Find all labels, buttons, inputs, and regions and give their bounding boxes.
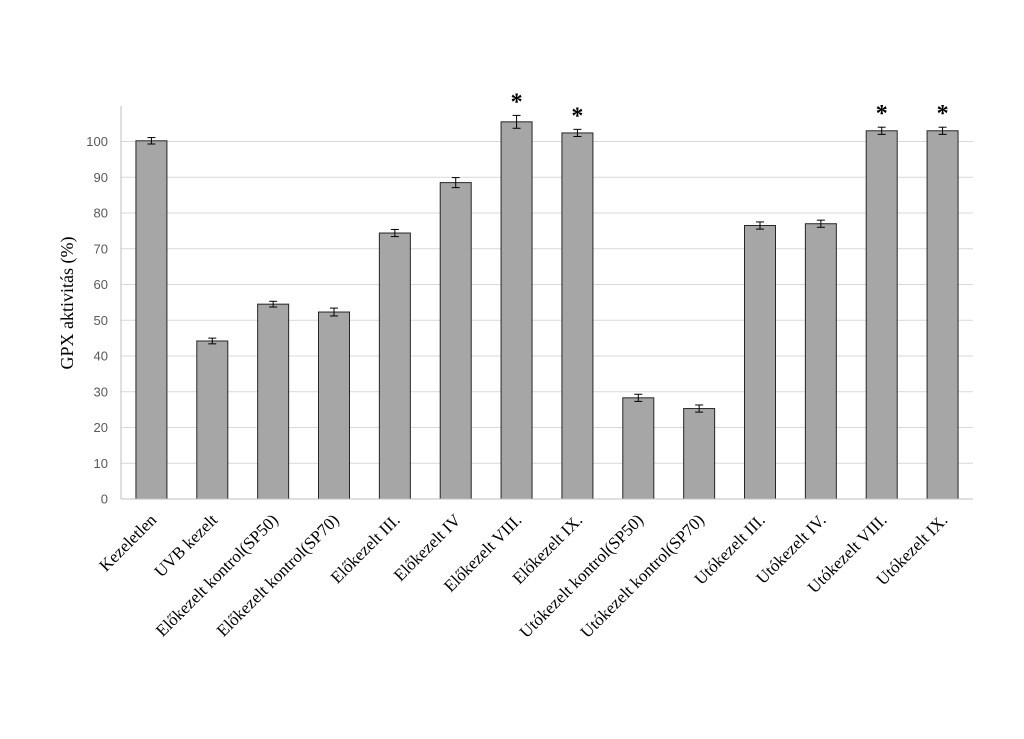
significance-star: *: [511, 89, 523, 115]
y-tick-label: 20: [94, 420, 108, 435]
error-bar: [816, 219, 825, 228]
bar: [561, 132, 594, 500]
significance-star: *: [571, 103, 583, 129]
bar: [500, 121, 533, 500]
bar: [318, 311, 350, 500]
bar: [683, 408, 716, 500]
error-bar: [330, 307, 338, 317]
bars: [135, 114, 959, 500]
y-tick-label: 40: [94, 349, 108, 364]
y-tick-label: 100: [86, 134, 108, 149]
error-bar: [573, 128, 582, 137]
bar: [744, 225, 776, 500]
error-bar: [269, 300, 278, 308]
error-bar: [512, 114, 521, 129]
axes: [120, 106, 973, 500]
x-tick-label: Előkezelt kontrol(SP50): [152, 510, 282, 640]
error-bar: [451, 177, 460, 189]
y-tick-label: 90: [94, 170, 108, 185]
y-tick-label: 30: [94, 384, 108, 399]
y-tick-label: 10: [94, 456, 108, 471]
y-axis-label: GPX aktivitás (%): [57, 237, 78, 370]
error-bar: [147, 137, 156, 145]
x-tick-label: Utókezelt kontrol(SP50): [516, 510, 647, 641]
significance-star: *: [937, 101, 949, 127]
x-tick-label: Utókezelt kontrol(SP70): [577, 510, 708, 641]
significance-star: *: [876, 101, 888, 127]
error-bar: [877, 126, 886, 135]
error-bar: [756, 221, 764, 230]
gridlines: [121, 141, 973, 464]
y-tick-label: 0: [101, 492, 108, 507]
bar: [926, 130, 959, 500]
x-tick-label: Kezeletlen: [95, 510, 160, 575]
y-tick-label: 70: [94, 241, 108, 256]
error-bar: [634, 393, 643, 402]
y-tick-label: 60: [94, 277, 108, 292]
y-tick-labels: 0 10 20 30 40 50 60 70 80 90 100: [86, 134, 108, 507]
error-bar: [695, 404, 704, 413]
y-tick-label: 80: [94, 206, 108, 221]
bar: [196, 340, 229, 500]
x-tick-label: Előkezelt kontrol(SP70): [213, 510, 343, 640]
y-tick-label: 50: [94, 313, 108, 328]
bar: [257, 303, 290, 500]
bar: [135, 140, 168, 500]
error-bar: [208, 337, 217, 345]
error-bar: [390, 228, 399, 238]
error-bar: [938, 126, 947, 135]
bar: [804, 223, 837, 500]
bar: [378, 232, 411, 500]
significance-markers: * * * *: [511, 89, 949, 129]
bar: [439, 182, 472, 500]
bar: [865, 130, 898, 500]
bar: [622, 397, 655, 500]
